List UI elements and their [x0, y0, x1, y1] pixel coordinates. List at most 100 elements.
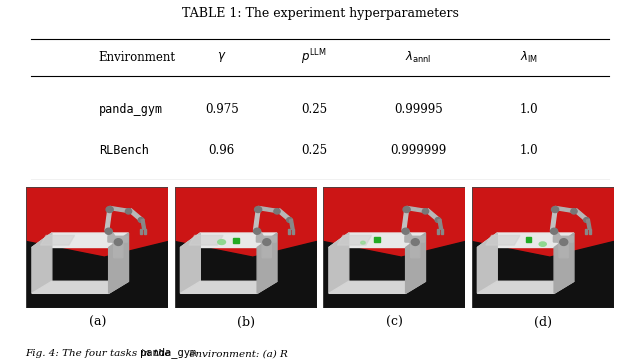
- Ellipse shape: [539, 242, 547, 246]
- Text: 0.975: 0.975: [205, 103, 239, 116]
- Bar: [175, 187, 317, 257]
- Circle shape: [253, 228, 260, 234]
- Circle shape: [402, 228, 409, 234]
- Text: 1.0: 1.0: [520, 103, 538, 116]
- Circle shape: [105, 228, 112, 234]
- Polygon shape: [406, 207, 426, 212]
- FancyBboxPatch shape: [262, 242, 271, 258]
- Polygon shape: [189, 235, 223, 245]
- Polygon shape: [426, 209, 440, 221]
- Text: $\gamma$: $\gamma$: [217, 50, 227, 64]
- Polygon shape: [402, 209, 408, 231]
- Bar: [26, 187, 168, 257]
- Text: 1.0: 1.0: [520, 144, 538, 157]
- Text: Environment: Environment: [99, 51, 176, 64]
- Text: (d): (d): [534, 316, 552, 329]
- Polygon shape: [253, 209, 260, 231]
- Polygon shape: [32, 233, 129, 248]
- Circle shape: [552, 207, 559, 212]
- Polygon shape: [141, 219, 145, 229]
- FancyBboxPatch shape: [108, 236, 128, 242]
- Polygon shape: [329, 233, 349, 293]
- Circle shape: [274, 209, 280, 214]
- Circle shape: [106, 207, 113, 212]
- FancyBboxPatch shape: [257, 236, 276, 242]
- Ellipse shape: [218, 240, 225, 244]
- Polygon shape: [329, 233, 426, 248]
- Circle shape: [571, 209, 577, 214]
- Text: RLBench: RLBench: [99, 144, 148, 157]
- FancyBboxPatch shape: [405, 236, 425, 242]
- Polygon shape: [472, 242, 614, 308]
- Polygon shape: [109, 233, 129, 293]
- Text: $\lambda_{\mathrm{annl}}$: $\lambda_{\mathrm{annl}}$: [405, 50, 431, 65]
- Circle shape: [255, 207, 262, 212]
- Circle shape: [435, 217, 441, 222]
- Polygon shape: [277, 209, 291, 221]
- Bar: [144, 229, 145, 234]
- Circle shape: [138, 217, 144, 222]
- Polygon shape: [106, 231, 118, 244]
- Bar: [472, 187, 614, 257]
- Polygon shape: [438, 219, 442, 229]
- Text: 0.99995: 0.99995: [394, 103, 443, 116]
- Polygon shape: [255, 231, 267, 244]
- Circle shape: [422, 209, 429, 214]
- Polygon shape: [574, 209, 588, 221]
- FancyBboxPatch shape: [554, 236, 573, 242]
- Text: (a): (a): [88, 316, 106, 329]
- Polygon shape: [40, 235, 74, 245]
- Polygon shape: [586, 219, 591, 229]
- Polygon shape: [329, 281, 426, 293]
- Polygon shape: [403, 231, 415, 244]
- Circle shape: [403, 207, 410, 212]
- Text: (c): (c): [386, 316, 403, 329]
- Polygon shape: [477, 233, 574, 248]
- Bar: [292, 229, 294, 234]
- Polygon shape: [258, 207, 278, 212]
- Polygon shape: [180, 281, 277, 293]
- Text: panda_gym: panda_gym: [99, 103, 163, 116]
- Polygon shape: [32, 233, 52, 293]
- Circle shape: [115, 239, 122, 246]
- Bar: [441, 229, 442, 234]
- FancyBboxPatch shape: [411, 242, 420, 258]
- FancyBboxPatch shape: [559, 242, 568, 258]
- Polygon shape: [289, 219, 294, 229]
- Circle shape: [125, 209, 132, 214]
- Polygon shape: [26, 242, 168, 308]
- Polygon shape: [180, 233, 200, 293]
- Circle shape: [412, 239, 419, 246]
- Circle shape: [263, 239, 271, 246]
- Polygon shape: [555, 207, 575, 212]
- Polygon shape: [180, 233, 277, 248]
- Text: Fig. 4: The four tasks in the: Fig. 4: The four tasks in the: [26, 349, 175, 358]
- Circle shape: [550, 228, 557, 234]
- Polygon shape: [257, 233, 277, 293]
- Polygon shape: [105, 209, 111, 231]
- Text: panda_gym: panda_gym: [140, 347, 196, 358]
- Text: 0.999999: 0.999999: [390, 144, 447, 157]
- Bar: [233, 238, 239, 243]
- Bar: [140, 229, 141, 234]
- Polygon shape: [323, 242, 465, 308]
- Text: 0.25: 0.25: [301, 103, 327, 116]
- Polygon shape: [129, 209, 143, 221]
- Polygon shape: [337, 235, 371, 245]
- Polygon shape: [109, 207, 129, 212]
- Polygon shape: [175, 242, 317, 308]
- FancyBboxPatch shape: [114, 242, 123, 258]
- Bar: [374, 238, 380, 242]
- Bar: [437, 229, 438, 234]
- Polygon shape: [477, 233, 497, 293]
- Text: 0.25: 0.25: [301, 144, 327, 157]
- Circle shape: [560, 239, 568, 246]
- Polygon shape: [552, 231, 564, 244]
- Polygon shape: [550, 209, 557, 231]
- Bar: [323, 187, 465, 257]
- Text: TABLE 1: The experiment hyperparameters: TABLE 1: The experiment hyperparameters: [182, 7, 458, 20]
- Bar: [289, 229, 290, 234]
- Bar: [589, 229, 591, 234]
- Polygon shape: [406, 233, 426, 293]
- Text: 0.96: 0.96: [209, 144, 235, 157]
